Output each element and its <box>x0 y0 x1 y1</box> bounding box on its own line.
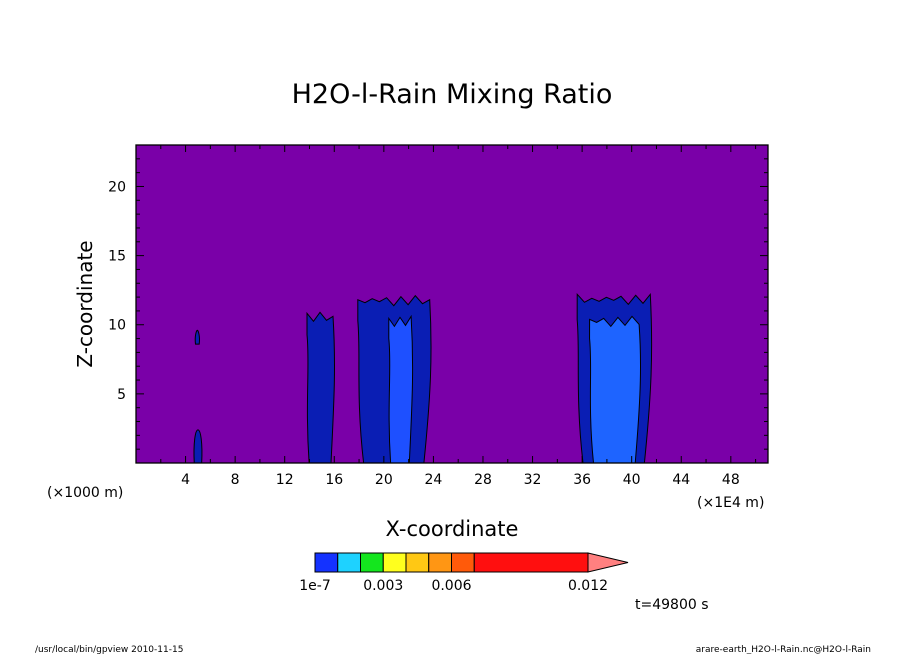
x-tick-label: 12 <box>276 472 294 488</box>
x-tick-label: 20 <box>375 472 393 488</box>
colorbar-bin <box>360 552 384 573</box>
colorbar-bin <box>428 552 452 573</box>
colorbar-bin <box>314 552 339 573</box>
footer-right: arare-earth_H2O-l-Rain.nc@H2O-l-Rain <box>696 645 871 654</box>
x-axis-label: X-coordinate <box>386 517 519 541</box>
x-tick-label: 16 <box>325 472 343 488</box>
plot-background <box>136 145 768 463</box>
footer-left: /usr/local/bin/gpview 2010-11-15 <box>35 645 183 654</box>
x-tick-label: 32 <box>524 472 542 488</box>
colorbar-bin <box>382 552 407 573</box>
colorbar-label: 0.003 <box>363 578 403 594</box>
colorbar: 1e-7 0.003 0.006 0.012 <box>299 552 629 594</box>
colorbar-bin <box>337 552 361 573</box>
x-tick-label: 8 <box>231 472 240 488</box>
colorbar-label: 1e-7 <box>299 578 330 594</box>
x-tick-label: 24 <box>424 472 442 488</box>
y-tick-label: 15 <box>108 249 126 265</box>
x-unit-left-label: (×1000 m) <box>47 485 123 501</box>
x-unit-right-label: (×1E4 m) <box>697 495 764 511</box>
colorbar-label: 0.012 <box>568 578 608 594</box>
y-tick-label: 5 <box>117 387 126 403</box>
x-tick-label: 4 <box>181 472 190 488</box>
colorbar-bin <box>405 552 430 573</box>
x-tick-label: 40 <box>623 472 641 488</box>
x-tick-label: 48 <box>722 472 740 488</box>
colorbar-bin <box>473 552 589 573</box>
colorbar-extend-triangle <box>587 552 629 573</box>
x-tick-label: 44 <box>672 472 690 488</box>
rain-feature-cell-x15 <box>306 311 335 464</box>
y-tick-label: 20 <box>108 179 126 195</box>
x-tick-label: 28 <box>474 472 492 488</box>
rain-feature-cell-x20-inner <box>388 314 414 464</box>
time-annotation: t=49800 s <box>635 597 709 613</box>
y-tick-label: 10 <box>108 318 126 334</box>
colorbar-bin <box>451 552 475 573</box>
plot-frame <box>135 144 769 464</box>
chart-title: H2O-l-Rain Mixing Ratio <box>292 79 613 110</box>
rain-features <box>193 292 653 464</box>
rain-feature-cell-x38-inner <box>589 315 642 464</box>
colorbar-label: 0.006 <box>431 578 471 594</box>
rain-feature-weak-cell-x5 <box>193 429 203 464</box>
rain-feature-weak-fleck-x5 <box>194 329 200 345</box>
x-tick-label: 36 <box>573 472 591 488</box>
y-axis-label: Z-coordinate <box>73 240 97 367</box>
